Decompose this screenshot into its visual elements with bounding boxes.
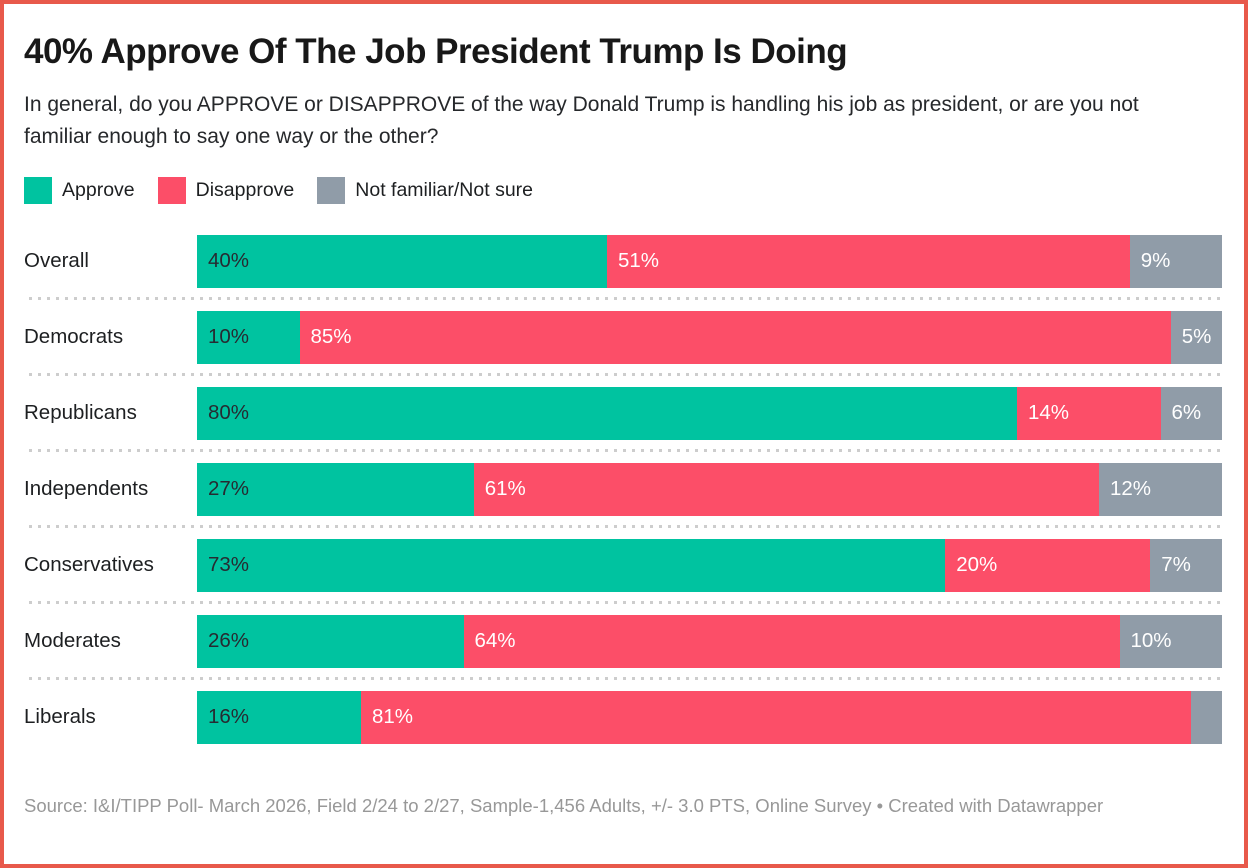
chart-header: 40% Approve Of The Job President Trump I… [4, 4, 1244, 152]
stacked-bar: 80% 14% 6% [197, 386, 1222, 440]
bar-segment-disapprove: 14% [1017, 386, 1161, 440]
segment-value-label: 73% [208, 553, 250, 577]
bar-segment-approve: 73% [197, 538, 946, 592]
category-label: Republicans [24, 401, 137, 425]
row-separator [29, 677, 1222, 681]
bar-segment-disapprove: 81% [361, 690, 1192, 744]
bar-segment-disapprove: 20% [945, 538, 1151, 592]
bar-segment-not-familiar-not-sure: 5% [1170, 310, 1222, 364]
legend-label: Disapprove [195, 179, 295, 202]
bar-segment-approve: 80% [197, 386, 1017, 440]
bar-segment-not-familiar-not-sure: 9% [1129, 234, 1222, 288]
chart-row-republicans: Republicans 80% 14% 6% [24, 375, 1222, 453]
bar-segment-disapprove: 85% [299, 310, 1171, 364]
stacked-bar: 40% 51% 9% [197, 234, 1222, 288]
legend-item-disapprove: Disapprove [157, 177, 295, 205]
bar-segment-not-familiar-not-sure [1191, 690, 1222, 744]
stacked-bar: 16% 81% [197, 690, 1222, 744]
stacked-bar: 26% 64% 10% [197, 614, 1222, 668]
stacked-bar: 73% 20% 7% [197, 538, 1222, 592]
row-separator [29, 449, 1222, 453]
chart-row-moderates: Moderates 26% 64% 10% [24, 603, 1222, 681]
bar-segment-approve: 16% [197, 690, 361, 744]
source-attribution: Source: I&I/TIPP Poll- March 2026, Field… [24, 795, 1104, 817]
legend-swatch-icon [24, 177, 52, 205]
segment-value-label: 7% [1161, 553, 1191, 577]
legend-swatch-icon [157, 177, 186, 205]
bar-segment-approve: 40% [197, 234, 607, 288]
category-label: Liberals [24, 705, 96, 729]
segment-value-label: 26% [208, 629, 250, 653]
row-separator [29, 601, 1222, 605]
segment-value-label: 51% [618, 249, 660, 273]
legend-label: Approve [62, 179, 135, 202]
stacked-bar: 27% 61% 12% [197, 462, 1222, 516]
segment-value-label: 27% [208, 477, 250, 501]
segment-value-label: 9% [1140, 249, 1171, 273]
row-separator [29, 297, 1222, 301]
bar-segment-not-familiar-not-sure: 12% [1099, 462, 1222, 516]
category-label: Moderates [24, 629, 121, 653]
segment-value-label: 6% [1171, 401, 1202, 425]
segment-value-label: 40% [208, 249, 250, 273]
legend-item-not-familiar-not-sure: Not familiar/Not sure [317, 177, 533, 205]
chart-subtitle: In general, do you APPROVE or DISAPPROVE… [24, 93, 1139, 148]
category-label: Democrats [24, 325, 124, 349]
legend-label: Not familiar/Not sure [355, 179, 533, 202]
segment-value-label: 20% [956, 553, 998, 577]
segment-value-label: 85% [310, 325, 352, 349]
segment-value-label: 61% [484, 477, 526, 501]
segment-value-label: 80% [208, 401, 250, 425]
segment-value-label: 12% [1110, 477, 1152, 501]
bar-segment-disapprove: 51% [607, 234, 1130, 288]
chart-row-independents: Independents 27% 61% 12% [24, 451, 1222, 529]
stacked-bar: 10% 85% 5% [197, 310, 1222, 364]
bar-segment-not-familiar-not-sure: 7% [1150, 538, 1222, 592]
bar-segment-not-familiar-not-sure: 10% [1119, 614, 1222, 668]
chart-row-overall: Overall 40% 51% 9% [24, 223, 1222, 301]
bar-segment-not-familiar-not-sure: 6% [1160, 386, 1222, 440]
chart-row-democrats: Democrats 10% 85% 5% [24, 299, 1222, 377]
category-label: Independents [24, 477, 149, 501]
row-separator [29, 525, 1222, 529]
segment-value-label: 5% [1181, 325, 1212, 349]
segment-value-label: 10% [1130, 629, 1172, 653]
stacked-bar-chart: Overall 40% 51% 9% Democrats 10% 85% 5% Republic… [4, 223, 1244, 755]
bar-segment-approve: 10% [197, 310, 300, 364]
row-separator [29, 373, 1222, 377]
bar-segment-disapprove: 64% [463, 614, 1120, 668]
segment-value-label: 81% [372, 705, 414, 729]
bar-segment-approve: 27% [197, 462, 474, 516]
legend: Approve Disapprove Not familiar/Not sure [4, 177, 1244, 205]
segment-value-label: 10% [208, 325, 250, 349]
chart-row-liberals: Liberals 16% 81% [24, 679, 1222, 755]
category-label: Conservatives [24, 553, 154, 577]
segment-value-label: 64% [474, 629, 516, 653]
bar-segment-approve: 26% [197, 614, 464, 668]
segment-value-label: 16% [208, 705, 250, 729]
chart-title: 40% Approve Of The Job President Trump I… [24, 32, 848, 71]
category-label: Overall [24, 249, 89, 273]
legend-item-approve: Approve [24, 177, 135, 205]
chart-row-conservatives: Conservatives 73% 20% 7% [24, 527, 1222, 605]
segment-value-label: 14% [1028, 401, 1070, 425]
legend-swatch-icon [317, 177, 346, 205]
bar-segment-disapprove: 61% [473, 462, 1099, 516]
